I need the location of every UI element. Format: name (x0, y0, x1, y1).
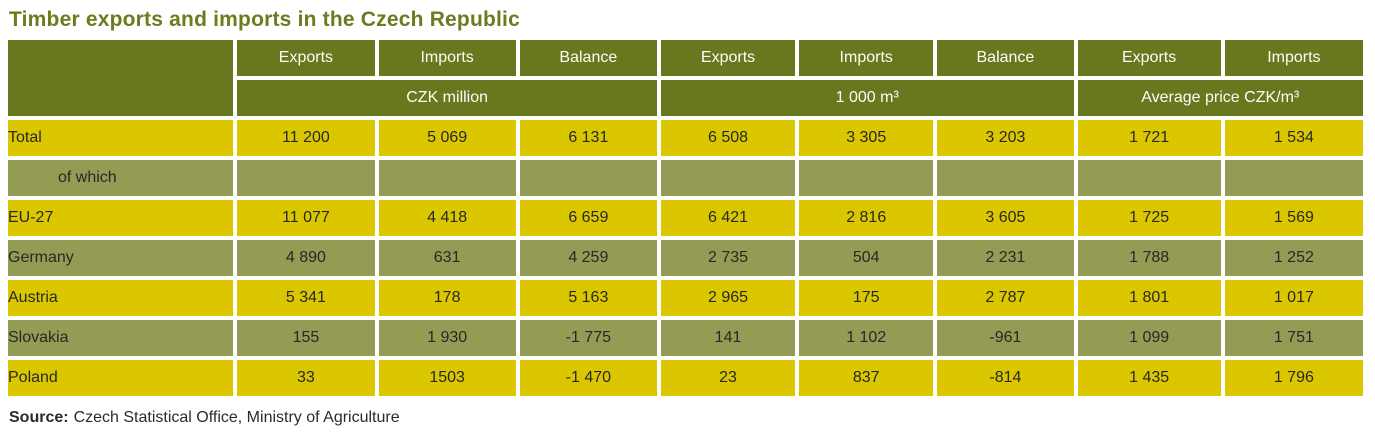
header-row-columns: Exports Imports Balance Exports Imports Balan… (8, 40, 1363, 116)
cell-eu-27-c3: 6 659 (519, 200, 657, 236)
cell-eu-27-c7: 1 725 (1077, 200, 1221, 236)
cell-eu-27-c4: 6 421 (660, 200, 796, 236)
row-label-germany: Germany (8, 240, 234, 276)
cell-of-which-c2 (378, 160, 516, 196)
cell-germany-c2: 631 (378, 240, 516, 276)
header-row-units: CZK million 1 000 m³ Average price CZK/m³ (8, 80, 1363, 116)
unit-header-average-price-czk-m: Average price CZK/m³ (1077, 80, 1363, 116)
table-row-austria: Austria 5 341 178 5 163 2 965 175 2 787 1 801 1 … (8, 280, 1363, 316)
cell-poland-c7: 1 435 (1077, 360, 1221, 396)
cell-slovakia-c5: 1 102 (799, 320, 934, 356)
cell-slovakia-c3: -1 775 (519, 320, 657, 356)
cell-germany-c7: 1 788 (1077, 240, 1221, 276)
cell-austria-c6: 2 787 (937, 280, 1074, 316)
col-header-balance-group1: Balance (519, 40, 657, 76)
cell-slovakia-c6: -961 (937, 320, 1074, 356)
cell-austria-c1: 5 341 (237, 280, 375, 316)
cell-poland-c2: 1503 (378, 360, 516, 396)
cell-germany-c6: 2 231 (937, 240, 1074, 276)
cell-eu-27-c5: 2 816 (799, 200, 934, 236)
page-title: Timber exports and imports in the Czech … (9, 8, 520, 31)
cell-total-c1: 11 200 (237, 120, 375, 156)
row-label-total: Total (8, 120, 234, 156)
cell-slovakia-c1: 155 (237, 320, 375, 356)
cell-poland-c5: 837 (799, 360, 934, 396)
timber-data-table: Exports Imports Balance Exports Imports Balan… (4, 36, 1367, 400)
col-header-exports-group2: Exports (660, 40, 796, 76)
cell-slovakia-c4: 141 (660, 320, 796, 356)
source-label: Source: (9, 409, 69, 426)
cell-total-c8: 1 534 (1224, 120, 1363, 156)
cell-germany-c8: 1 252 (1224, 240, 1363, 276)
cell-austria-c2: 178 (378, 280, 516, 316)
table-row-poland: Poland 33 1503 -1 470 23 837 -814 1 435 1 796 (8, 360, 1363, 396)
cell-germany-c1: 4 890 (237, 240, 375, 276)
cell-eu-27-c2: 4 418 (378, 200, 516, 236)
cell-austria-c5: 175 (799, 280, 934, 316)
cell-germany-c3: 4 259 (519, 240, 657, 276)
cell-eu-27-c6: 3 605 (937, 200, 1074, 236)
cell-total-c7: 1 721 (1077, 120, 1221, 156)
cell-eu-27-c8: 1 569 (1224, 200, 1363, 236)
cell-of-which-c7 (1077, 160, 1221, 196)
cell-germany-c4: 2 735 (660, 240, 796, 276)
cell-austria-c3: 5 163 (519, 280, 657, 316)
unit-header-1-000-m: 1 000 m³ (660, 80, 1074, 116)
cell-of-which-c8 (1224, 160, 1363, 196)
col-header-imports-group3: Imports (1224, 40, 1363, 76)
row-label-of-which: of which (8, 160, 234, 196)
cell-of-which-c5 (799, 160, 934, 196)
cell-austria-c7: 1 801 (1077, 280, 1221, 316)
cell-total-c2: 5 069 (378, 120, 516, 156)
cell-poland-c3: -1 470 (519, 360, 657, 396)
cell-slovakia-c7: 1 099 (1077, 320, 1221, 356)
cell-total-c4: 6 508 (660, 120, 796, 156)
table-row-eu-27: EU-27 11 077 4 418 6 659 6 421 2 816 3 605 1 72… (8, 200, 1363, 236)
table-row-of-which: of which (8, 160, 1363, 196)
col-header-balance-group2: Balance (937, 40, 1074, 76)
cell-eu-27-c1: 11 077 (237, 200, 375, 236)
cell-of-which-c4 (660, 160, 796, 196)
cell-slovakia-c8: 1 751 (1224, 320, 1363, 356)
row-label-slovakia: Slovakia (8, 320, 234, 356)
cell-total-c6: 3 203 (937, 120, 1074, 156)
row-label-austria: Austria (8, 280, 234, 316)
cell-germany-c5: 504 (799, 240, 934, 276)
table-row-slovakia: Slovakia 155 1 930 -1 775 141 1 102 -961 1 099 1… (8, 320, 1363, 356)
row-label-eu-27: EU-27 (8, 200, 234, 236)
source-line: Source: Czech Statistical Office, Ministr… (0, 400, 1375, 427)
cell-poland-c1: 33 (237, 360, 375, 396)
table-header: Exports Imports Balance Exports Imports Balan… (8, 40, 1363, 116)
col-header-imports-group2: Imports (799, 40, 934, 76)
col-header-exports-group3: Exports (1077, 40, 1221, 76)
col-header-imports-group1: Imports (378, 40, 516, 76)
cell-slovakia-c2: 1 930 (378, 320, 516, 356)
cell-of-which-c1 (237, 160, 375, 196)
table-row-total: Total 11 200 5 069 6 131 6 508 3 305 3 203 1 72… (8, 120, 1363, 156)
unit-header-czk-million: CZK million (237, 80, 657, 116)
row-label-poland: Poland (8, 360, 234, 396)
cell-austria-c4: 2 965 (660, 280, 796, 316)
table-row-germany: Germany 4 890 631 4 259 2 735 504 2 231 1 788 1 … (8, 240, 1363, 276)
cell-poland-c8: 1 796 (1224, 360, 1363, 396)
source-text: Czech Statistical Office, Ministry of Ag… (73, 409, 400, 426)
cell-of-which-c3 (519, 160, 657, 196)
cell-of-which-c6 (937, 160, 1074, 196)
table-body: Total 11 200 5 069 6 131 6 508 3 305 3 203 1 72… (8, 120, 1363, 396)
corner-cell (8, 40, 234, 116)
cell-total-c5: 3 305 (799, 120, 934, 156)
col-header-exports-group1: Exports (237, 40, 375, 76)
cell-poland-c6: -814 (937, 360, 1074, 396)
cell-poland-c4: 23 (660, 360, 796, 396)
cell-austria-c8: 1 017 (1224, 280, 1363, 316)
cell-total-c3: 6 131 (519, 120, 657, 156)
